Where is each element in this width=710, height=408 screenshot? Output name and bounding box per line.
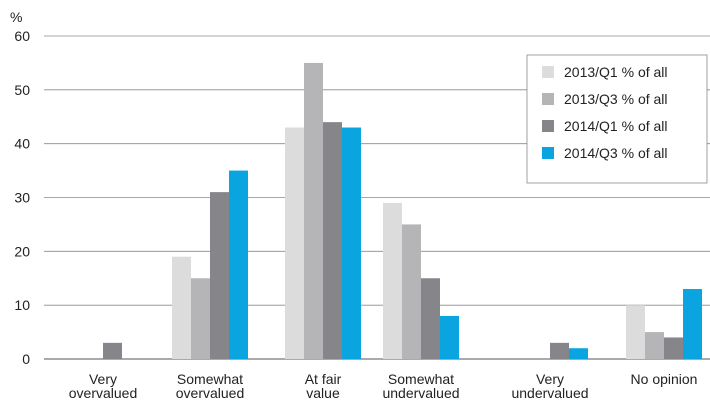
gridlines [44,35,710,360]
x-tick-label: Somewhat overvalued [176,371,245,401]
y-axis-unit-label: % [10,9,22,25]
bar [323,122,342,359]
bar [440,315,459,359]
x-tick-label: Somewhat undervalued [382,371,459,401]
legend-entry-label: 2014/Q1 % of all [564,118,668,134]
axes: % 0 10 20 30 40 50 60 Very overvalued Somewhat ove… [10,9,697,401]
legend-swatch [542,66,554,78]
bar [285,127,304,360]
bar [626,305,645,359]
bars [103,62,702,360]
bar [550,342,569,359]
bar [103,342,122,359]
legend-swatch [542,93,554,105]
y-tick-label: 30 [14,190,30,206]
y-tick-label: 10 [14,297,30,313]
legend-swatch [542,120,554,132]
bar [569,348,588,359]
y-tick-label: 50 [14,82,30,98]
x-tick-label: Very overvalued [69,371,138,401]
bar [664,337,683,359]
y-tick-label: 60 [14,28,30,44]
bar [172,256,191,359]
bar [210,192,229,359]
x-tick-label: Very undervalued [511,371,588,401]
bar [645,332,664,359]
x-tick-label: No opinion [631,371,698,387]
bar [683,289,702,359]
bar [421,278,440,359]
legend-box [526,54,708,184]
y-tick-label: 40 [14,136,30,152]
bar [191,278,210,359]
legend: 2013/Q1 % of all 2013/Q3 % of all 2014/Q1 … [526,54,708,184]
y-tick-label: 20 [14,243,30,259]
y-tick-label: 0 [22,351,30,367]
bar [229,170,248,359]
bar [402,224,421,359]
bar [304,62,323,360]
legend-swatch [542,147,554,159]
legend-entry-label: 2013/Q1 % of all [564,64,668,80]
legend-entry-label: 2013/Q3 % of all [564,91,668,107]
x-tick-label: At fair value [305,371,342,401]
bar [342,127,361,360]
bar [383,202,402,359]
legend-entry-label: 2014/Q3 % of all [564,145,668,161]
